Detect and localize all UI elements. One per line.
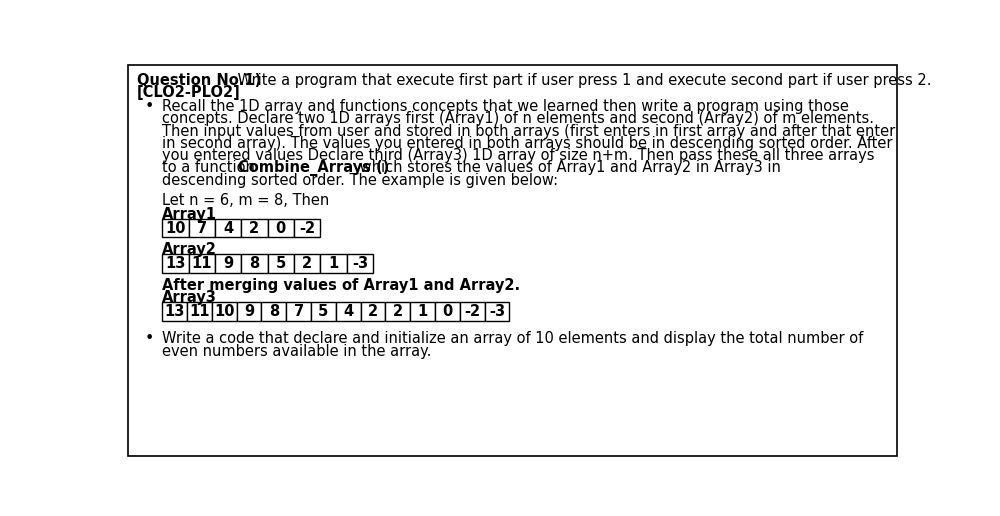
Bar — [435, 302, 460, 320]
Text: 10: 10 — [214, 304, 234, 319]
Bar — [162, 254, 189, 273]
Bar — [241, 254, 268, 273]
Bar — [162, 302, 187, 320]
Text: 8: 8 — [269, 304, 279, 319]
Text: [CLO2-PLO2]: [CLO2-PLO2] — [137, 85, 240, 100]
Bar — [187, 302, 212, 320]
Text: 4: 4 — [223, 221, 233, 236]
Text: Write a program that execute first part if user press 1 and execute second part : Write a program that execute first part … — [233, 73, 931, 88]
Bar — [189, 254, 215, 273]
Text: Recall the 1D array and functions concepts that we learned then write a program : Recall the 1D array and functions concep… — [162, 99, 849, 114]
Text: 8: 8 — [249, 256, 260, 271]
Text: -2: -2 — [464, 304, 480, 319]
Bar — [385, 302, 410, 320]
Text: Then input values from user and stored in both arrays (first enters in first arr: Then input values from user and stored i… — [162, 123, 895, 138]
Text: to a function: to a function — [162, 160, 260, 175]
Text: in second array). The values you entered in both arrays should be in descending : in second array). The values you entered… — [162, 136, 893, 151]
Text: 2: 2 — [393, 304, 403, 319]
Text: Question No.1): Question No.1) — [137, 73, 261, 88]
Text: 4: 4 — [343, 304, 353, 319]
Text: 2: 2 — [368, 304, 378, 319]
Text: -3: -3 — [489, 304, 505, 319]
Text: 10: 10 — [165, 221, 186, 236]
Text: Array2: Array2 — [162, 242, 217, 257]
Text: 13: 13 — [165, 256, 186, 271]
Bar — [237, 302, 261, 320]
Text: 9: 9 — [223, 256, 233, 271]
Text: 5: 5 — [318, 304, 329, 319]
Text: 11: 11 — [189, 304, 210, 319]
Text: 1: 1 — [417, 304, 428, 319]
Text: 7: 7 — [294, 304, 304, 319]
Bar — [268, 219, 294, 237]
Text: Combine_Arrays (): Combine_Arrays () — [238, 160, 389, 176]
Text: descending sorted order. The example is given below:: descending sorted order. The example is … — [162, 173, 558, 188]
Text: 0: 0 — [442, 304, 453, 319]
Bar — [347, 254, 373, 273]
Bar — [320, 254, 347, 273]
Text: Array3: Array3 — [162, 290, 217, 305]
Text: •: • — [144, 99, 154, 114]
Bar — [215, 254, 241, 273]
Text: •: • — [144, 331, 154, 346]
Bar — [311, 302, 336, 320]
Bar — [286, 302, 311, 320]
Text: 13: 13 — [164, 304, 185, 319]
Text: 11: 11 — [191, 256, 212, 271]
Bar — [212, 302, 237, 320]
Bar — [361, 302, 385, 320]
Text: 9: 9 — [244, 304, 254, 319]
Text: -3: -3 — [352, 256, 368, 271]
Text: 7: 7 — [197, 221, 207, 236]
Bar — [268, 254, 294, 273]
Text: Array1: Array1 — [162, 207, 217, 222]
Bar — [215, 219, 241, 237]
Text: 0: 0 — [276, 221, 286, 236]
Bar — [485, 302, 509, 320]
Text: 2: 2 — [249, 221, 259, 236]
Bar — [294, 219, 320, 237]
Text: you entered values Declare third (Array3) 1D array of size n+m. Then pass these : you entered values Declare third (Array3… — [162, 148, 875, 163]
Bar — [261, 302, 286, 320]
Bar — [241, 219, 268, 237]
Text: -2: -2 — [299, 221, 315, 236]
Bar — [294, 254, 320, 273]
Text: even numbers available in the array.: even numbers available in the array. — [162, 344, 432, 359]
Text: 5: 5 — [276, 256, 286, 271]
Text: After merging values of Array1 and Array2.: After merging values of Array1 and Array… — [162, 278, 520, 293]
Text: 1: 1 — [328, 256, 339, 271]
Bar — [162, 219, 189, 237]
Bar — [410, 302, 435, 320]
Text: 2: 2 — [302, 256, 312, 271]
Text: Write a code that declare and initialize an array of 10 elements and display the: Write a code that declare and initialize… — [162, 331, 863, 346]
Bar — [336, 302, 361, 320]
Text: which stores the values of Array1 and Array2 in Array3 in: which stores the values of Array1 and Ar… — [355, 160, 781, 175]
Text: Let n = 6, m = 8, Then: Let n = 6, m = 8, Then — [162, 193, 329, 208]
Bar — [189, 219, 215, 237]
Bar — [460, 302, 485, 320]
Text: concepts. Declare two 1D arrays first (Array1) of n elements and second (Array2): concepts. Declare two 1D arrays first (A… — [162, 111, 874, 126]
